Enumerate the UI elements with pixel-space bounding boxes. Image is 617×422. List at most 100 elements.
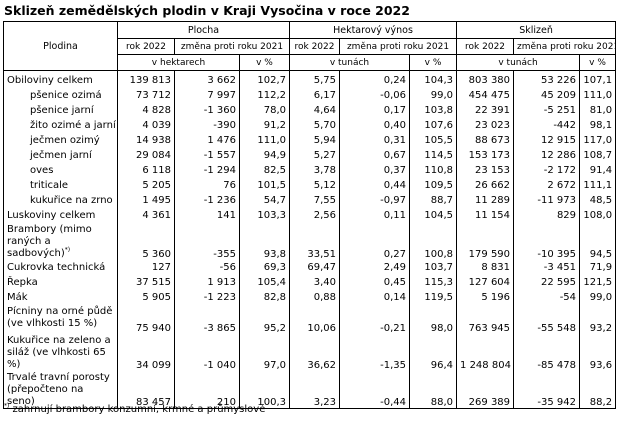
table-cell: 91,2 bbox=[239, 118, 290, 133]
table-cell: 83 457 bbox=[117, 371, 175, 409]
table-cell: 115,3 bbox=[408, 275, 458, 290]
table-cell: -11 973 bbox=[513, 193, 581, 208]
table-cell: 110,8 bbox=[408, 163, 458, 178]
table-cell: 111,0 bbox=[239, 133, 290, 148]
row-label: ječmen ozimý bbox=[3, 133, 118, 148]
table-cell: 108,0 bbox=[579, 208, 617, 223]
row-label-text: žito ozimé a jarní bbox=[30, 120, 116, 131]
table-cell: 103,8 bbox=[408, 103, 458, 118]
table-cell: 107,6 bbox=[408, 118, 458, 133]
table-row: žito ozimé a jarní 4 039 -390 91,2 5,70 0,40 1… bbox=[3, 118, 617, 133]
table-cell: 829 bbox=[513, 208, 581, 223]
table-cell: 121,5 bbox=[579, 275, 617, 290]
table-cell: 0,14 bbox=[339, 290, 410, 305]
table-row: oves 6 118 -1 294 82,5 3,78 0,37 110,8 23 153 -2… bbox=[3, 163, 617, 178]
table-cell: -5 251 bbox=[513, 103, 581, 118]
table-cell: 69,3 bbox=[239, 260, 290, 275]
table-row: kukuřice na zrno 1 495 -1 236 54,7 7,55 -0,97… bbox=[3, 193, 617, 208]
table-cell: 104,5 bbox=[408, 208, 458, 223]
table-cell: 5 205 bbox=[117, 178, 175, 193]
table-cell: -2 172 bbox=[513, 163, 581, 178]
table-cell: 75 940 bbox=[117, 305, 175, 334]
row-label-text: pšenice jarní bbox=[30, 105, 94, 116]
footnote: *) zahrnují brambory konzumní, krmné a p… bbox=[4, 403, 266, 415]
table-cell: 12 286 bbox=[513, 148, 581, 163]
row-label-text: ječmen jarní bbox=[30, 150, 92, 161]
column-header-plodina: Plodina bbox=[3, 21, 118, 71]
table-cell: 99,0 bbox=[408, 88, 458, 103]
row-label: Kukuřice na zeleno a siláž (ve vlhkosti … bbox=[3, 334, 118, 371]
table-row: pšenice jarní 4 828 -1 360 78,0 4,64 0,17 103,… bbox=[3, 103, 617, 118]
row-label: Cukrovka technická bbox=[3, 260, 118, 275]
table-cell: 2,49 bbox=[339, 260, 410, 275]
table-cell: 6,17 bbox=[289, 88, 340, 103]
table-cell: 94,9 bbox=[239, 148, 290, 163]
table-cell: 26 662 bbox=[456, 178, 515, 193]
table-cell: 3,40 bbox=[289, 275, 340, 290]
table-cell: 11 154 bbox=[456, 208, 515, 223]
table-cell: 4,64 bbox=[289, 103, 340, 118]
row-label: Trvalé travní porosty (přepočteno na sen… bbox=[3, 371, 118, 409]
row-label: Brambory (mimo raných a sadbových)*) bbox=[3, 223, 118, 260]
table-cell: 0,27 bbox=[339, 223, 410, 260]
table-cell: 7 997 bbox=[174, 88, 240, 103]
row-label-text: Mák bbox=[7, 292, 28, 303]
table-cell: 105,4 bbox=[239, 275, 290, 290]
table-cell: 73 712 bbox=[117, 88, 175, 103]
table-cell: 5,70 bbox=[289, 118, 340, 133]
table-cell: 763 945 bbox=[456, 305, 515, 334]
table-cell: 93,8 bbox=[239, 223, 290, 260]
table-cell: -0,21 bbox=[339, 305, 410, 334]
page-title: Sklizeň zemědělských plodin v Kraji Vyso… bbox=[4, 3, 410, 18]
row-label-text: ječmen ozimý bbox=[30, 135, 100, 146]
table-cell: 111,0 bbox=[579, 88, 617, 103]
table-cell: 0,37 bbox=[339, 163, 410, 178]
table-row: Trvalé travní porosty (přepočteno na sen… bbox=[3, 371, 617, 409]
harvest-table: Plodina Plocha Hektarový výnos Sklizeň r… bbox=[3, 21, 617, 409]
table-cell: -390 bbox=[174, 118, 240, 133]
table-cell: 0,88 bbox=[289, 290, 340, 305]
row-label: Řepka bbox=[3, 275, 118, 290]
row-label: triticale bbox=[3, 178, 118, 193]
table-cell: 0,17 bbox=[339, 103, 410, 118]
table-cell: -442 bbox=[513, 118, 581, 133]
table-cell: 2,56 bbox=[289, 208, 340, 223]
table-cell: 5 196 bbox=[456, 290, 515, 305]
table-cell: 78,0 bbox=[239, 103, 290, 118]
table-cell: 76 bbox=[174, 178, 240, 193]
table-cell: 98,0 bbox=[408, 305, 458, 334]
unit-plocha-pct: v % bbox=[239, 54, 290, 71]
table-cell: 22 391 bbox=[456, 103, 515, 118]
table-cell: 81,0 bbox=[579, 103, 617, 118]
row-label-text: oves bbox=[30, 165, 54, 176]
table-row: Luskoviny celkem 4 361 141 103,3 2,56 0,11 104… bbox=[3, 208, 617, 223]
unit-sklizen-abs: v tunách bbox=[456, 54, 581, 71]
table-cell: 108,7 bbox=[579, 148, 617, 163]
table-cell: 104,3 bbox=[408, 70, 458, 88]
table-cell: 10,06 bbox=[289, 305, 340, 334]
table-row: ječmen ozimý 14 938 1 476 111,0 5,94 0,31 105,… bbox=[3, 133, 617, 148]
table-cell: -1 040 bbox=[174, 334, 240, 371]
table-row: Brambory (mimo raných a sadbových)*) 5 36… bbox=[3, 223, 617, 260]
table-cell: 210 bbox=[174, 371, 240, 409]
table-cell: 1 495 bbox=[117, 193, 175, 208]
table-cell: 5,12 bbox=[289, 178, 340, 193]
table-cell: 105,5 bbox=[408, 133, 458, 148]
table-cell: -355 bbox=[174, 223, 240, 260]
row-label-text: Luskoviny celkem bbox=[7, 210, 96, 221]
footnote-text: zahrnují brambory konzumní, krmné a prům… bbox=[12, 404, 266, 415]
table-cell: 34 099 bbox=[117, 334, 175, 371]
row-label: kukuřice na zrno bbox=[3, 193, 118, 208]
table-cell: 153 173 bbox=[456, 148, 515, 163]
table-row: Řepka 37 515 1 913 105,4 3,40 0,45 115,3 127 60… bbox=[3, 275, 617, 290]
table-cell: 5 360 bbox=[117, 223, 175, 260]
table-cell: 107,1 bbox=[579, 70, 617, 88]
table-cell: -1 236 bbox=[174, 193, 240, 208]
table-cell: 114,5 bbox=[408, 148, 458, 163]
table-cell: 139 813 bbox=[117, 70, 175, 88]
table-cell: 95,2 bbox=[239, 305, 290, 334]
subheader-plocha-change: změna proti roku 2021 bbox=[174, 38, 290, 55]
table-cell: 3,78 bbox=[289, 163, 340, 178]
row-label-text: pšenice ozimá bbox=[30, 90, 102, 101]
table-cell: 48,5 bbox=[579, 193, 617, 208]
